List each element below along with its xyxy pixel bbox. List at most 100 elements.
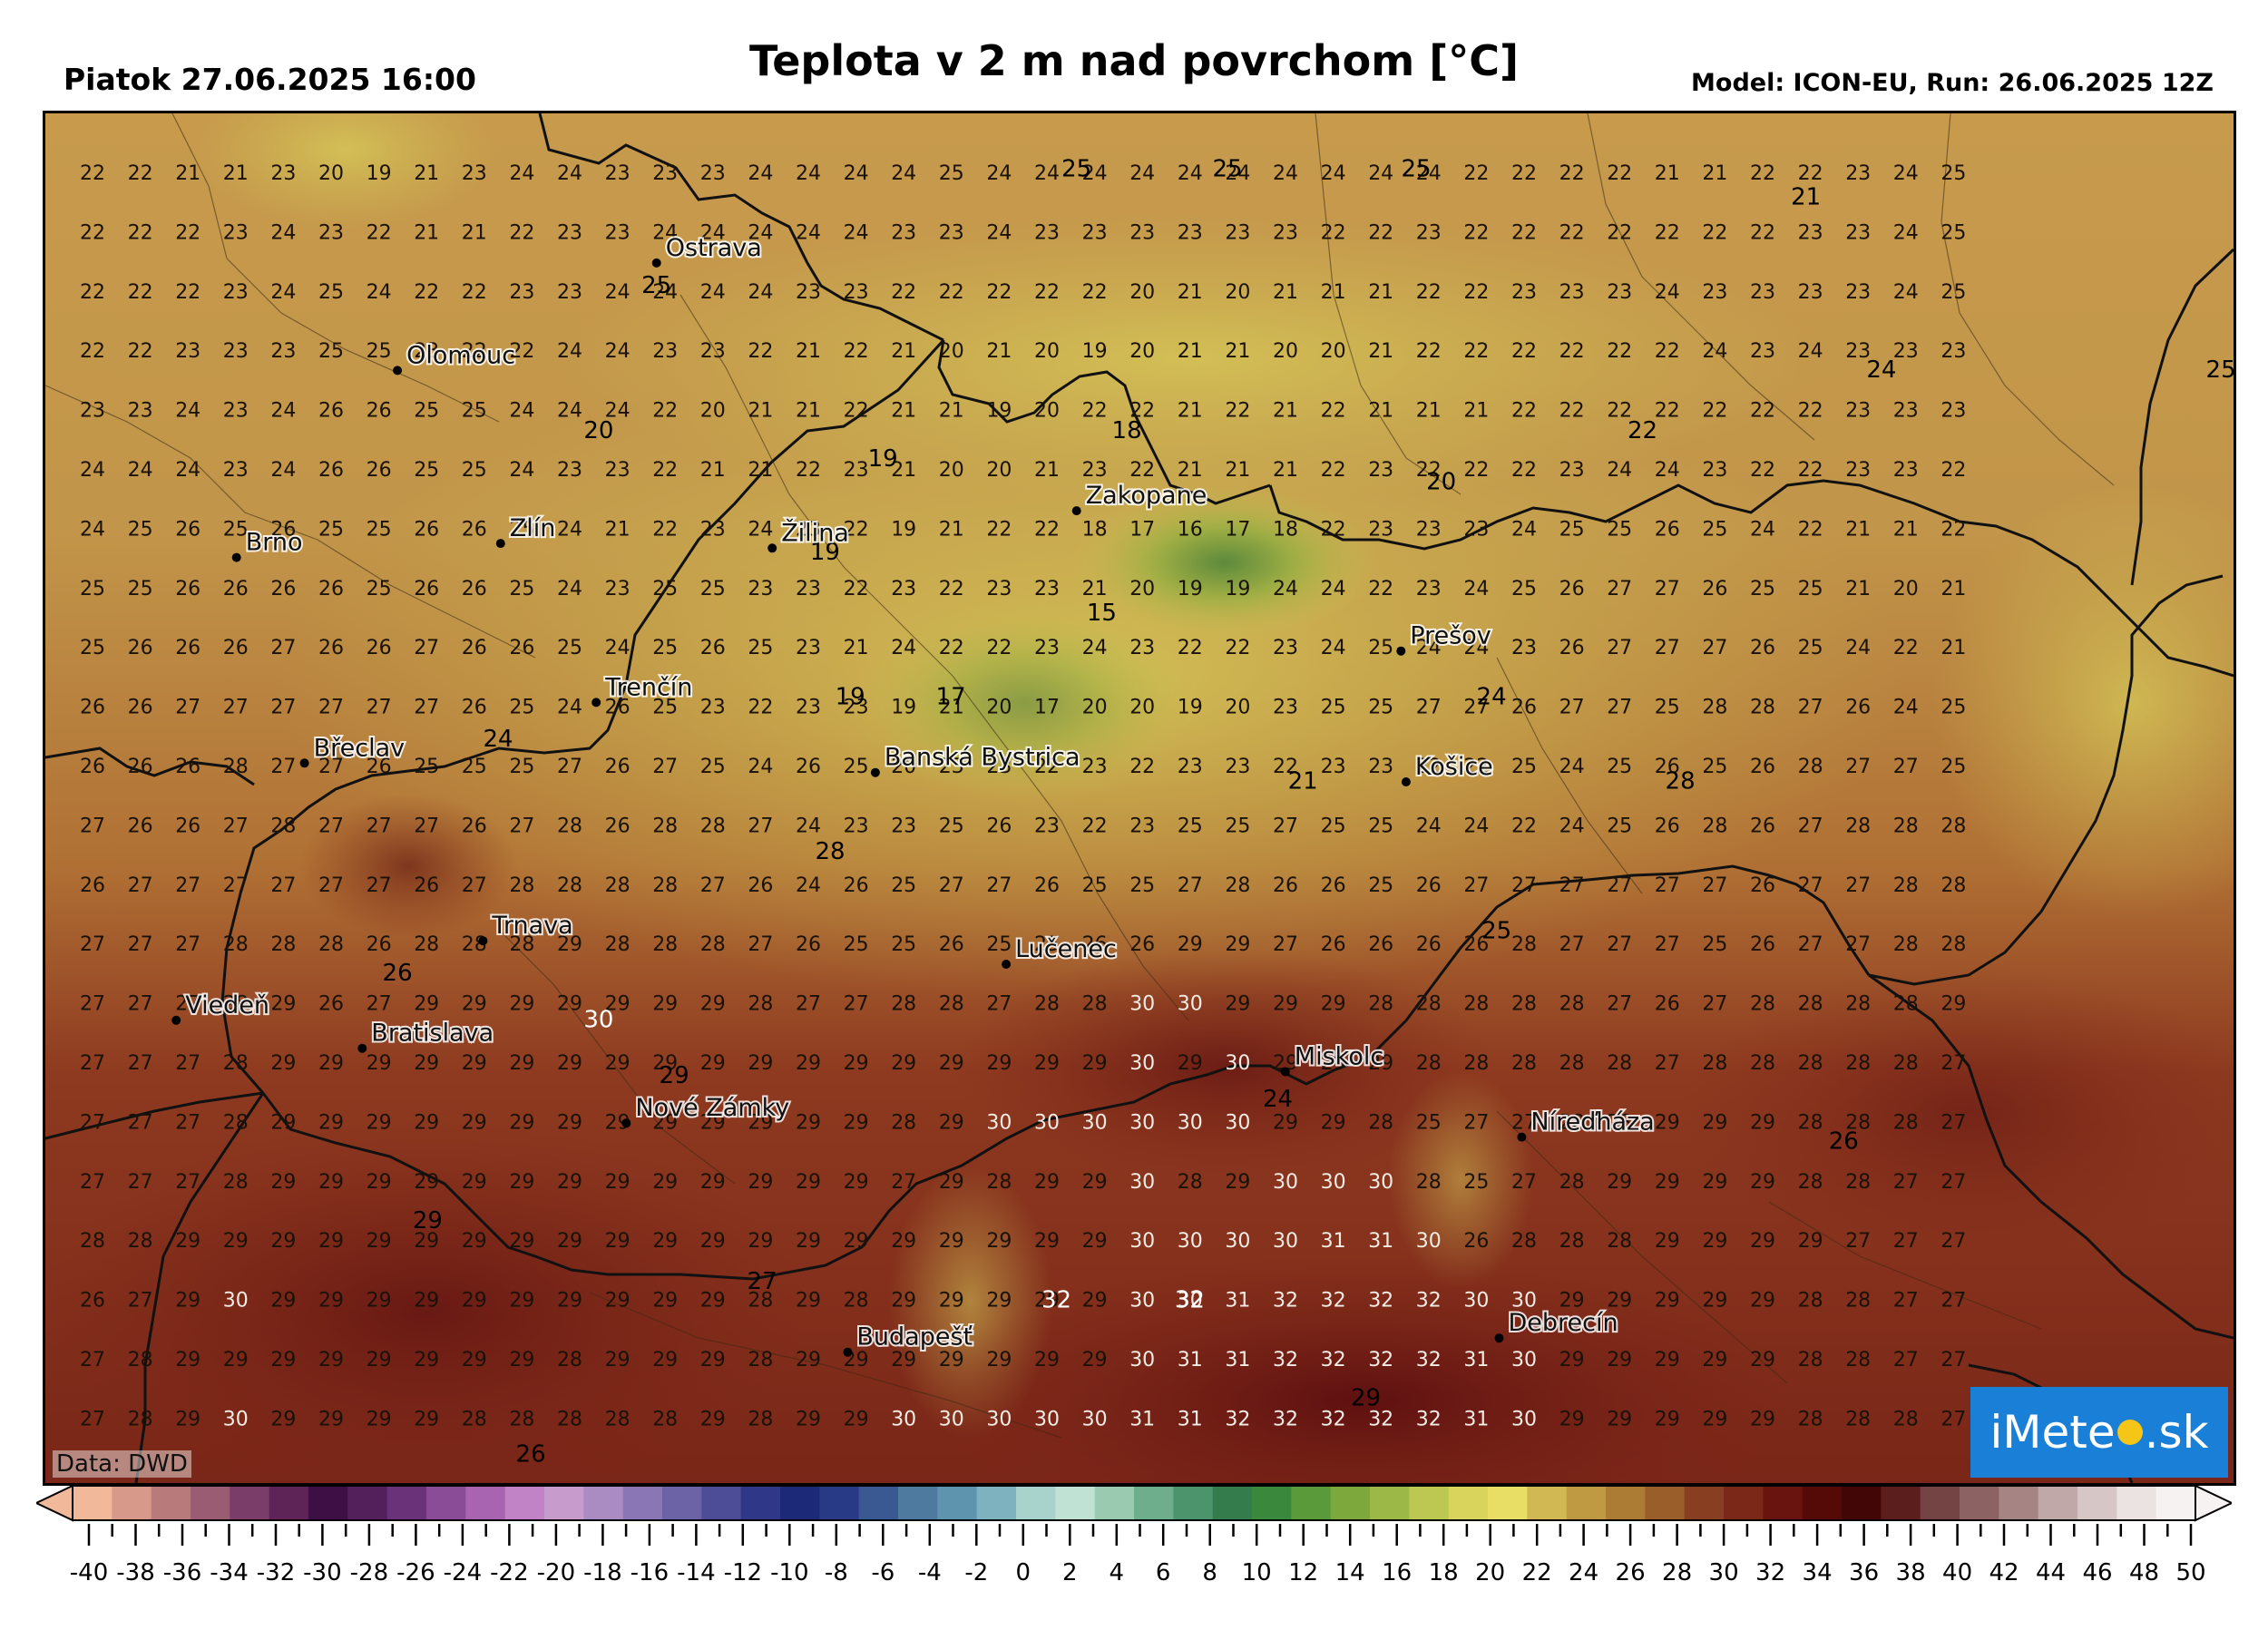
city-marker[interactable]: Banská Bystrica [870,742,1082,777]
model-run-info: Model: ICON-EU, Run: 26.06.2025 12Z [1691,69,2214,97]
grid-value: 25 [1607,756,1632,778]
colorbar-tick-label: 8 [1202,1559,1217,1586]
grid-value: 23 [1034,578,1060,600]
colorbar-tick-label: -18 [583,1559,621,1586]
colorbar-cell [1920,1486,1960,1520]
city-marker[interactable]: Žilina [767,516,851,553]
grid-value: 30 [1178,1230,1203,1253]
colorbar-cell [858,1486,899,1520]
grid-value: 29 [1034,1171,1060,1194]
grid-value: 28 [1941,933,1966,956]
grid-value: 29 [270,993,296,1016]
grid-value: 24 [1607,459,1632,482]
grid-value: 27 [557,756,582,778]
grid-value: 24 [1893,221,1919,244]
city-marker[interactable]: Budapešť [843,1322,975,1357]
grid-value: 25 [367,518,392,541]
grid-value: 29 [1273,1111,1298,1134]
colorbar-cell [386,1486,427,1520]
city-marker[interactable]: Viedeň [171,990,271,1025]
grid-value: 28 [1559,1171,1585,1194]
grid-value: 21 [1941,637,1966,659]
city-marker[interactable]: Břeclav [299,732,406,768]
city-marker[interactable]: Brno [231,527,304,562]
city-marker[interactable]: Prešov [1396,620,1493,656]
grid-value: 17 [1225,518,1250,541]
grid-value: 22 [1129,756,1155,778]
city-label: Žilina [781,518,849,547]
extrema-label: 19 [836,684,865,711]
city-marker[interactable]: Nové Zámky [621,1092,791,1128]
city-marker[interactable]: Trnava [478,910,575,946]
city-marker[interactable]: Níreďháza [1517,1107,1657,1142]
city-marker[interactable]: Debrecín [1494,1307,1620,1343]
grid-value: 29 [844,1052,869,1075]
colorbar-tick-label: -40 [70,1559,108,1586]
grid-value: 23 [1463,518,1489,541]
grid-value: 28 [1607,1230,1632,1253]
grid-value: 28 [1798,1408,1823,1430]
colorbar-cell [465,1486,506,1520]
data-credit: Data: DWD [53,1450,191,1478]
colorbar-cell [1330,1486,1371,1520]
grid-value: 27 [270,637,296,659]
city-marker[interactable]: Ostrava [651,232,764,268]
grid-value: 29 [270,1349,296,1371]
grid-value: 27 [986,993,1012,1016]
grid-value: 29 [796,1111,821,1134]
grid-value: 25 [1463,1171,1489,1194]
grid-value: 24 [270,400,296,423]
grid-value: 26 [1129,933,1155,956]
temperature-map[interactable]: 22 22 21 21 23 20 19 21 23 24 24 23 23 23 24 24 24 24 25 24… [43,111,2236,1486]
colorbar-cell [1527,1486,1568,1520]
city-marker[interactable]: Zakopane [1071,480,1208,516]
city-marker[interactable]: Košice [1401,751,1495,786]
grid-value: 27 [367,697,392,719]
grid-value: 23 [1321,756,1346,778]
grid-value: 30 [1129,1290,1155,1313]
grid-value: 23 [1845,162,1871,185]
grid-value: 27 [80,933,105,956]
grid-value: 24 [1273,162,1298,185]
city-marker[interactable]: Olomouc [393,339,517,376]
grid-value: 22 [1750,221,1775,244]
grid-value: 28 [1082,993,1108,1016]
grid-value: 29 [1655,1408,1680,1430]
colorbar-cell [1488,1486,1528,1520]
city-dot [393,366,403,376]
grid-value: 28 [414,933,439,956]
city-marker[interactable]: Miskolc [1280,1041,1385,1077]
grid-value: 28 [1511,933,1537,956]
grid-value: 25 [700,756,726,778]
grid-value: 28 [80,1230,105,1253]
grid-value: 28 [1607,1111,1632,1134]
city-marker[interactable]: Bratislava [357,1018,495,1053]
grid-value: 25 [939,815,964,837]
grid-value: 28 [1702,697,1727,719]
grid-value: 23 [1941,340,1966,363]
grid-value: 23 [270,340,296,363]
grid-value: 27 [462,874,487,897]
grid-value: 29 [1607,1349,1632,1371]
grid-value: 22 [1321,400,1346,423]
grid-value: 24 [748,221,773,244]
grid-value: 21 [1273,400,1298,423]
grid-value: 29 [796,1349,821,1371]
grid-value: 29 [844,1171,869,1194]
grid-value: 20 [986,697,1012,719]
grid-value: 27 [1702,993,1727,1016]
grid-value: 25 [1082,874,1108,897]
grid-value: 22 [1798,518,1823,541]
grid-value: 24 [652,281,678,304]
city-marker[interactable]: Zlín [495,512,557,549]
city-marker[interactable]: Trenčín [591,671,694,708]
grid-value: 32 [1321,1290,1346,1313]
grid-value: 24 [557,340,582,363]
map-canvas[interactable]: 22 22 21 21 23 20 19 21 23 24 24 23 23 23 24 24 24 24 25 24… [45,113,2234,1483]
grid-value: 22 [939,281,964,304]
extrema-label: 25 [1481,917,1511,944]
city-marker[interactable]: Lučenec [1002,933,1119,969]
grid-value: 23 [939,756,964,778]
grid-value: 28 [1845,815,1871,837]
imeteo-logo[interactable]: iMete .sk [1970,1387,2228,1478]
